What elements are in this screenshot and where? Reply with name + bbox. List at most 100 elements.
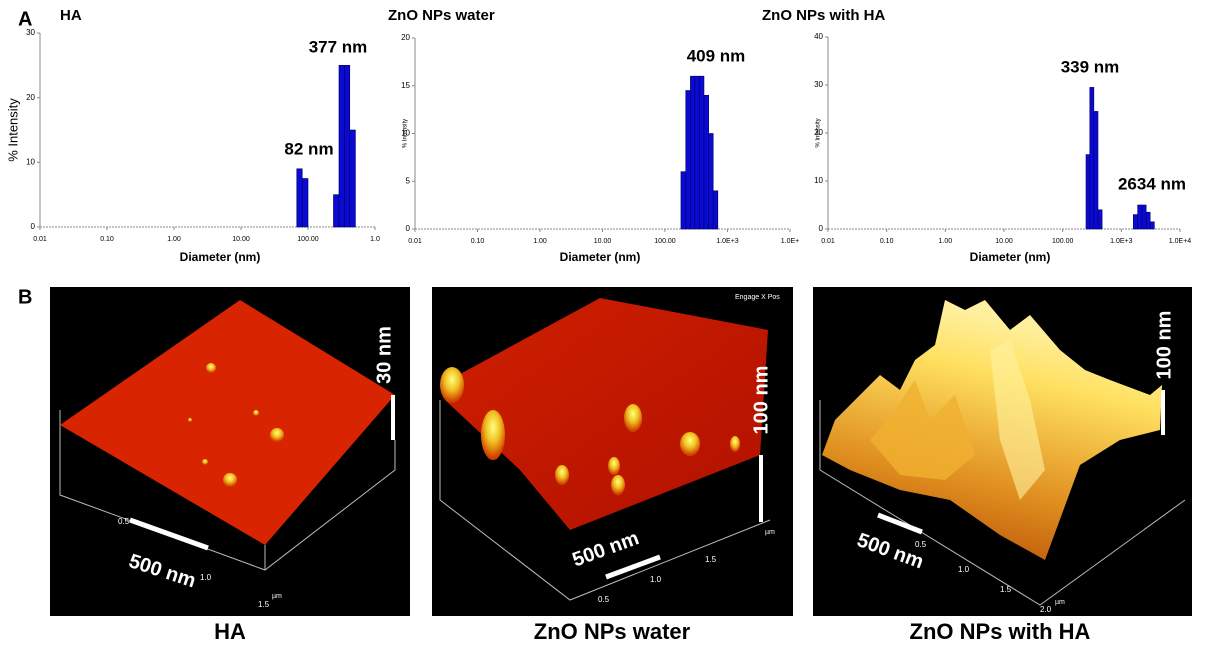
chart-title: HA — [60, 7, 82, 24]
x-tick-label: 1.00 — [533, 238, 547, 245]
y-tick-label: 20 — [401, 33, 410, 42]
axis-tick-label: 1.0 — [650, 575, 662, 584]
bar — [709, 134, 713, 230]
chart-title: ZnO NPs water — [388, 7, 495, 24]
y-tick-label: 30 — [26, 28, 35, 37]
particle — [555, 465, 569, 485]
particle — [253, 410, 259, 416]
axis-tick-label: 1.0 — [958, 565, 970, 574]
x-tick-label: 10.00 — [995, 238, 1013, 245]
particle — [611, 475, 625, 495]
y-tick-label: 20 — [26, 93, 35, 102]
x-tick-label: 1.00 — [167, 236, 181, 243]
bar — [1098, 210, 1102, 229]
peak-label: 377 nm — [309, 37, 368, 56]
x-tick-label: 1.0E+ — [781, 238, 800, 245]
axis-tick-label: 1.5 — [1000, 585, 1012, 594]
particle — [481, 410, 505, 460]
y-tick-label: 10 — [814, 176, 823, 185]
bar — [1086, 155, 1090, 229]
axis-unit: µm — [1055, 599, 1065, 606]
y-tick-label: 30 — [814, 80, 823, 89]
x-tick-label: 1.0 — [370, 236, 380, 243]
x-axis-label: Diameter (nm) — [180, 250, 261, 264]
afm-image: 100 nm 500 nm 0.5 1.0 1.5 µm Engage X Po… — [432, 287, 793, 616]
axis-tick-label: 0.5 — [915, 540, 927, 549]
bar — [681, 172, 686, 229]
bar — [1133, 215, 1137, 229]
x-tick-label: 100.00 — [297, 236, 319, 243]
height-scale-label: 100 nm — [1153, 311, 1175, 380]
bar — [1146, 212, 1150, 229]
y-tick-label: 0 — [406, 224, 411, 233]
image-caption: HA — [214, 619, 246, 644]
bar — [344, 65, 349, 227]
peak-label: 409 nm — [687, 46, 746, 65]
x-tick-label: 0.10 — [880, 238, 894, 245]
y-tick-label: 20 — [814, 128, 823, 137]
overlay-text: Engage X Pos — [735, 294, 780, 301]
figure: A B 30 nm 500 nm 0.5 1.0 1.5 µm 100 nm 5… — [0, 0, 1213, 645]
y-axis-label: % Intensity — [5, 98, 20, 162]
x-tick-label: 10.00 — [594, 238, 612, 245]
chart-title: ZnO NPs with HA — [762, 7, 886, 24]
bar — [339, 65, 344, 227]
peak-label: 339 nm — [1061, 57, 1120, 76]
axis-tick-label: 1.5 — [705, 555, 717, 564]
bar — [686, 91, 691, 229]
particle — [188, 418, 192, 422]
bar — [1090, 87, 1094, 229]
bar — [1150, 222, 1154, 229]
y-tick-label: 10 — [401, 129, 410, 138]
x-tick-label: 0.01 — [821, 238, 835, 245]
particle — [223, 473, 237, 487]
particle — [440, 367, 464, 403]
bar — [350, 130, 356, 227]
x-tick-label: 100.00 — [654, 238, 676, 245]
bar — [699, 76, 704, 229]
particle — [202, 459, 208, 465]
bar — [713, 191, 718, 229]
bar — [1142, 205, 1146, 229]
x-tick-label: 100.00 — [1052, 238, 1074, 245]
panel-label: A — [18, 8, 32, 30]
height-scale-label: 30 nm — [373, 326, 395, 384]
axis-tick-label: 0.5 — [598, 595, 610, 604]
y-tick-label: 40 — [814, 32, 823, 41]
peak-label: 2634 nm — [1118, 174, 1186, 193]
particle — [680, 432, 700, 456]
afm-image: 30 nm 500 nm 0.5 1.0 1.5 µm — [50, 287, 410, 616]
axis-unit: µm — [765, 529, 775, 536]
bar — [690, 76, 694, 229]
panel-label: B — [18, 286, 32, 308]
image-caption: ZnO NPs with HA — [910, 619, 1091, 644]
y-tick-label: 0 — [819, 224, 824, 233]
x-tick-label: 0.01 — [408, 238, 422, 245]
peak-label: 82 nm — [284, 139, 333, 158]
x-tick-label: 1.0E+3 — [1110, 238, 1132, 245]
bar — [1138, 205, 1142, 229]
x-tick-label: 10.00 — [232, 236, 250, 243]
bar — [302, 179, 308, 228]
bar — [695, 76, 700, 229]
bar — [1094, 111, 1098, 229]
y-tick-label: 5 — [406, 176, 411, 185]
particle — [730, 436, 740, 452]
y-tick-label: 10 — [26, 157, 35, 166]
height-scale-label: 100 nm — [750, 366, 772, 435]
bar — [704, 95, 709, 229]
x-tick-label: 1.00 — [939, 238, 953, 245]
x-axis-label: Diameter (nm) — [970, 250, 1051, 264]
axis-tick-label: 1.0 — [200, 573, 212, 582]
particle — [608, 457, 620, 475]
axis-unit: µm — [272, 593, 282, 600]
afm-image: 100 nm 500 nm 0.5 1.0 1.5 2.0 µm — [813, 287, 1192, 616]
axis-tick-label: 1.5 — [258, 600, 270, 609]
x-tick-label: 0.10 — [471, 238, 485, 245]
x-tick-label: 1.0E+4 — [1169, 238, 1191, 245]
y-tick-label: 0 — [31, 222, 36, 231]
particle — [624, 404, 642, 432]
x-tick-label: 0.01 — [33, 236, 47, 243]
axis-tick-label: 0.5 — [118, 517, 130, 526]
x-axis-label: Diameter (nm) — [560, 250, 641, 264]
